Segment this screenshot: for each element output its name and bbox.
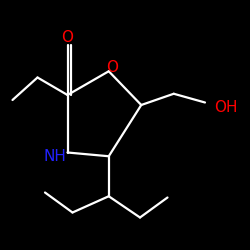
Text: NH: NH [43,149,66,164]
Text: O: O [106,60,118,75]
Text: O: O [62,30,74,46]
Text: OH: OH [214,100,237,115]
